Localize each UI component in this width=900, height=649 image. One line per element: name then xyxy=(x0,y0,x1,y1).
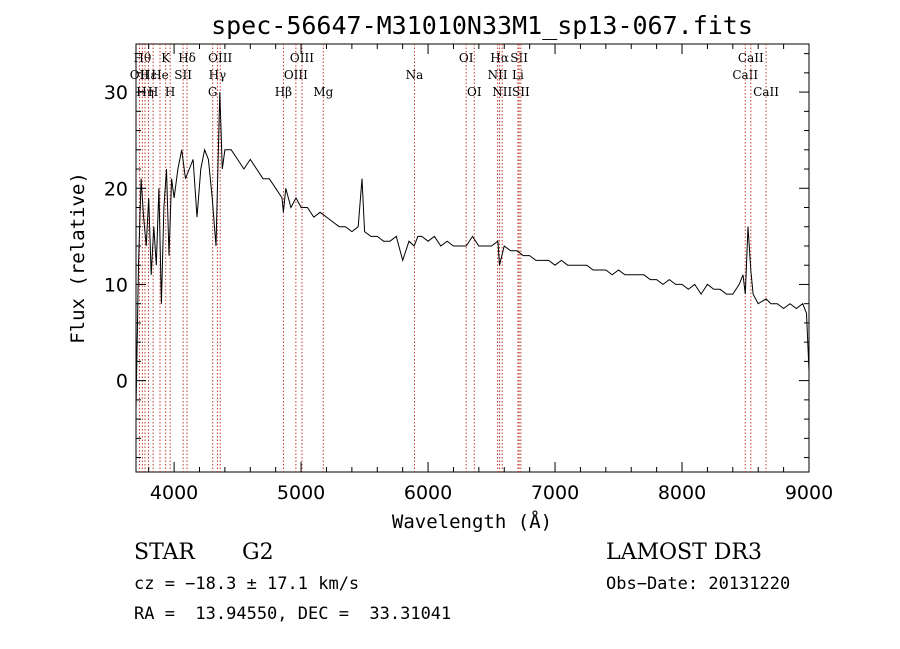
spectral-line-label: OIII xyxy=(290,51,314,65)
spectral-line-label: He xyxy=(151,68,169,82)
spectral-line-label: OI xyxy=(459,51,474,65)
spectral-line-label: Hα xyxy=(490,51,509,65)
spectral-line-label: OI xyxy=(467,85,482,99)
spectrum-line xyxy=(135,92,810,410)
spectral-line-label: NII xyxy=(488,68,508,82)
spectral-line-label: SII xyxy=(174,68,192,82)
y-axis-ticks: 0 10 20 30 xyxy=(104,53,809,459)
x-tick-label: 5000 xyxy=(277,482,325,504)
x-tick-label: 9000 xyxy=(785,482,833,504)
spectral-line-label: Hγ xyxy=(209,68,227,82)
y-tick-label: 20 xyxy=(104,178,128,200)
object-type: STAR xyxy=(134,540,195,565)
spectral-line-label: CaII xyxy=(753,85,779,99)
spectral-line-label: Hθ xyxy=(133,51,151,65)
survey-name: LAMOST DR3 xyxy=(606,540,762,565)
x-tick-label: 7000 xyxy=(531,482,579,504)
spectral-line-label: OII xyxy=(130,68,150,82)
object-subclass: G2 xyxy=(242,540,274,565)
spectral-line-label: Hβ xyxy=(275,85,292,99)
spectral-line-label: SII xyxy=(510,51,528,65)
spectral-line-label: H xyxy=(148,85,158,99)
y-tick-label: 10 xyxy=(104,274,128,296)
spectral-line-label: NII xyxy=(492,85,512,99)
spectral-line-label: Li xyxy=(512,68,524,82)
plot-frame xyxy=(135,43,810,473)
y-tick-label: 30 xyxy=(104,82,128,104)
spectral-line-label: CaII xyxy=(732,68,758,82)
spectral-line-label: Hδ xyxy=(178,51,196,65)
x-axis-label: Wavelength (Å) xyxy=(392,510,552,533)
x-tick-label: 8000 xyxy=(658,482,706,504)
spectral-line-label: CaII xyxy=(738,51,764,65)
x-tick-label: 4000 xyxy=(150,482,198,504)
chart-title: spec-56647-M31010N33M1_sp13-067.fits xyxy=(211,11,753,40)
y-tick-label: 0 xyxy=(116,371,128,393)
spectral-line-label: Na xyxy=(406,68,424,82)
coordinates: RA = 13.94550, DEC = 33.31041 xyxy=(134,604,452,624)
x-axis-ticks: 4000 5000 6000 7000 8000 9000 xyxy=(148,44,833,504)
observation-date: Obs−Date: 20131220 xyxy=(606,574,791,594)
spectral-line-label: H xyxy=(165,85,175,99)
spectral-line-label: Mg xyxy=(313,85,333,99)
y-axis-label: Flux (relative) xyxy=(67,172,89,344)
spectral-line-label: OIII xyxy=(284,68,308,82)
spectral-line-label: OIII xyxy=(208,51,232,65)
spectral-line-label: K xyxy=(161,51,171,65)
spectral-line-markers: OIIHθHηHεHHeKHSIIHδGHγOIIIHβOIIIOIIIMgNa… xyxy=(130,44,779,472)
redshift-velocity: cz = −18.3 ± 17.1 km/s xyxy=(134,574,360,594)
x-tick-label: 6000 xyxy=(404,482,452,504)
spectral-line-label: SII xyxy=(512,85,530,99)
spectral-line-label: G xyxy=(208,85,218,99)
spectral-line-label: Hε xyxy=(140,68,157,82)
